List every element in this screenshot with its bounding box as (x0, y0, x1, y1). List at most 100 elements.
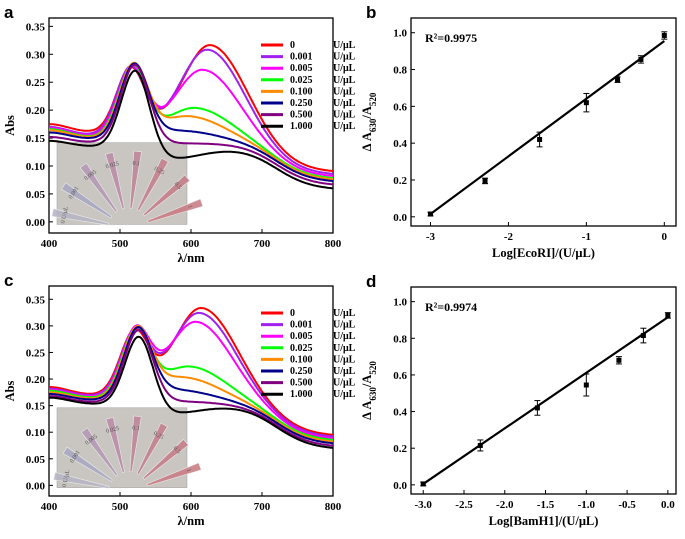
spectrum-line (48, 335, 334, 449)
y-tick-label: 0.05 (26, 189, 46, 201)
x-tick-label: -3 (426, 231, 436, 243)
x-tick-label: -3.0 (415, 499, 433, 511)
legend-unit: U/μL (333, 378, 356, 389)
x-axis-label: Log[EcoRI]/(U/μL) (492, 246, 595, 260)
y-tick-label: 0.0 (393, 480, 407, 492)
y-tick-label: 0.4 (393, 407, 407, 419)
legend-unit: U/μL (333, 52, 356, 63)
data-point (427, 211, 433, 217)
x-tick-label: 700 (254, 501, 271, 513)
data-point (537, 136, 543, 142)
y-tick-label: 0.15 (26, 401, 46, 413)
vial-label: 0.5 (172, 446, 181, 456)
spectrum-line (49, 62, 334, 182)
data-point (615, 77, 621, 83)
x-tick-label: -1 (582, 231, 591, 243)
spectrum-line (48, 325, 334, 441)
panel-b: b -3 -2 -1 0 0.0 0.2 0.4 0.6 0.8 1.0 Δ A630/A520 Log… (360, 3, 677, 260)
legend-value: 0.025 (290, 343, 313, 354)
vial (79, 162, 118, 213)
spectrum-line (49, 63, 334, 177)
legend-unit: U/μL (333, 366, 356, 377)
vial (61, 182, 113, 219)
legend-unit: U/μL (333, 40, 356, 51)
vial-label: 0.25 (152, 431, 164, 441)
y-tick-label: 0.00 (26, 217, 46, 229)
vial (147, 198, 204, 223)
panel-d: d -3.0 -2.5 -2.0 -1.5 -1.0 -0.5 0.0 0.0 0.2 0.4 0.6… (360, 272, 677, 528)
legend-value: 0 (290, 40, 295, 51)
y-tick-label: 1.0 (393, 297, 407, 309)
vial-label: 0.25 (153, 166, 165, 176)
y-tick-label: 0.20 (26, 374, 46, 386)
vial (80, 427, 119, 477)
vial (142, 174, 191, 217)
legend-unit: U/μL (333, 389, 356, 400)
x-tick-label: -2.5 (455, 499, 473, 511)
legend-unit: U/μL (333, 75, 356, 86)
legend-unit: U/μL (333, 320, 356, 331)
y-tick-label: 0.25 (26, 347, 46, 359)
panel-label: a (4, 3, 14, 22)
y-tick-label: 0.00 (26, 480, 46, 492)
legend-unit: U/μL (333, 110, 356, 121)
data-point (665, 312, 671, 318)
panel-label: b (366, 3, 376, 22)
legend-unit: U/μL (333, 121, 356, 132)
x-tick-label: -2.0 (496, 499, 514, 511)
y-tick-label: 0.15 (26, 133, 46, 145)
photo-background (56, 407, 188, 488)
x-tick-label: 400 (41, 238, 58, 250)
data-point (420, 481, 426, 487)
vial (105, 151, 125, 210)
vial (62, 446, 113, 482)
y-axis-label: Abs (3, 380, 17, 401)
spectrum-line (49, 48, 334, 175)
plot-frame (410, 17, 677, 227)
fit-line (422, 316, 669, 485)
spectrum-line (49, 69, 334, 190)
r-squared-label: R²=0.9974 (425, 300, 477, 314)
x-tick-label: -1.5 (537, 499, 555, 511)
data-point (482, 178, 488, 184)
y-tick-label: 0.30 (26, 321, 46, 333)
legend-value: 1.000 (290, 121, 313, 132)
spectrum-line (48, 63, 334, 186)
legend-value: 0.500 (290, 378, 313, 389)
fit-line (429, 40, 665, 215)
y-tick-label: 0.35 (26, 294, 46, 306)
x-tick-label: 0 (662, 231, 668, 243)
vial (129, 150, 142, 209)
data-point (661, 32, 667, 38)
data-point (477, 442, 483, 448)
y-tick-label: 0.10 (26, 427, 46, 439)
photo-background (56, 142, 188, 225)
vial-label: 0.1 (132, 161, 140, 168)
vial-label: 0.025 (105, 426, 120, 435)
y-tick-label: 0.0 (393, 212, 407, 224)
vial-label: 1 (185, 468, 192, 473)
y-tick-label: 0.6 (393, 370, 407, 382)
plot-frame (410, 286, 677, 495)
vial-label: 0.1 (132, 425, 140, 432)
spectrum-line (49, 325, 334, 445)
x-tick-label: 600 (183, 238, 200, 250)
vial-label: 0 U/μL (60, 206, 70, 225)
legend-value: 0.250 (290, 98, 313, 109)
y-tick-label: 0.6 (393, 101, 407, 113)
legend-value: 1.000 (290, 389, 313, 400)
x-tick-label: 800 (325, 501, 342, 513)
spectrum-line (49, 320, 334, 440)
vial-label: 0.025 (105, 161, 120, 170)
data-point (640, 333, 646, 339)
legend-value: 0.005 (290, 63, 313, 74)
y-tick-label: 0.2 (393, 443, 407, 455)
r-squared-label: R²=0.9975 (425, 31, 477, 45)
y-axis-label: Δ A630/A520 (360, 361, 378, 420)
vial-label: 0.5 (173, 181, 182, 191)
